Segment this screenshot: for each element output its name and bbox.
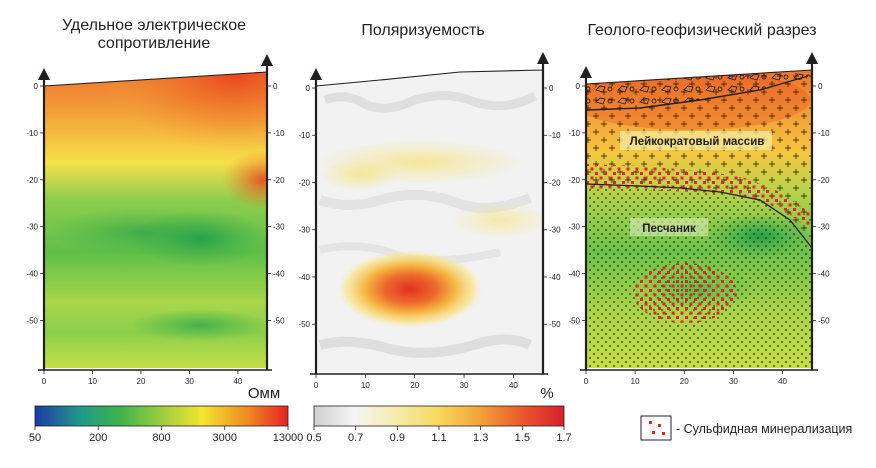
polarizability-ytick-label-right: -20 [549, 178, 561, 187]
resistivity-colorbar-label: 50 [29, 432, 41, 444]
geo-ytick-label-left: -20 [568, 176, 580, 185]
title-resistivity-line2: сопротивление [98, 35, 211, 52]
geo-ytick-label-right: -10 [818, 129, 830, 138]
polarizability-xtick-label: 20 [410, 381, 419, 390]
geo-ytick-label-left: -30 [568, 223, 580, 232]
resistivity-ytick-label-left: -10 [26, 129, 38, 138]
polarizability-colorbar-label: 1.1 [431, 432, 446, 444]
resistivity-colorbar-label: 800 [152, 432, 170, 444]
geo-xtick-label: 0 [584, 377, 589, 386]
title-resistivity-line1: Удельное электрическое [62, 17, 246, 34]
geo-ytick-label-right: -40 [818, 270, 830, 279]
polarizability-ytick-label-right: -50 [549, 320, 561, 329]
geo-ytick-label-left: -40 [568, 270, 580, 279]
resistivity-ytick-label-right: -10 [273, 129, 285, 138]
geo-ytick-label-left: -50 [568, 316, 580, 325]
resistivity-ytick-label-right: -40 [273, 270, 285, 279]
polarizability-ytick-label-right: -10 [549, 131, 561, 140]
geo-xtick-label: 30 [729, 377, 738, 386]
label-sandstone: Песчаник [642, 223, 696, 235]
resistivity-colorbar-label: 200 [89, 432, 107, 444]
resistivity-ytick-label-right: -30 [273, 223, 285, 232]
geo-ticks: 0 0 -10 -10 -20 -20 -30 -30 -40 -40 -50 -50 0 10 20 30 4… [568, 82, 830, 386]
resistivity-xtick-label: 10 [88, 377, 97, 386]
geo-ytick-label-left: 0 [576, 82, 581, 91]
geo-ytick-label-right: -30 [818, 223, 830, 232]
resistivity-ytick-label-left: -40 [26, 270, 38, 279]
polarizability-colorbar-label: 0.7 [348, 432, 363, 444]
polarizability-ytick-label-left: -20 [298, 178, 310, 187]
label-massif: Лейкократовый массив [630, 136, 765, 148]
resistivity-colorbar: Омм 50 200 800 3000 13000 [29, 385, 303, 444]
resistivity-unit: Омм [248, 385, 280, 402]
geo-section: Лейкократовый массив Песчаник [580, 52, 818, 371]
resistivity-ticks: 0 0 -10 -10 -20 -20 -30 -30 -40 -40 -50 -50 0 10 20 30 4… [26, 82, 285, 386]
polarizability-ytick-label-left: -30 [298, 226, 310, 235]
polarizability-colorbar-label: 1.5 [515, 432, 530, 444]
resistivity-ytick-label-left: -30 [26, 223, 38, 232]
sulfide-legend-label: - Сульфидная минерализация [676, 422, 852, 436]
polarizability-heatmap [310, 52, 549, 375]
resistivity-xtick-label: 30 [185, 377, 194, 386]
resistivity-ytick-label-right: -20 [273, 176, 285, 185]
geo-xtick-label: 20 [680, 377, 689, 386]
polarizability-colorbar: % 0.5 0.7 0.9 1.1 1.3 1.5 1.7 [306, 385, 571, 444]
sulfide-legend: - Сульфидная минерализация [640, 415, 852, 441]
polarizability-ytick-label-left: -50 [298, 320, 310, 329]
geo-xtick-label: 10 [631, 377, 640, 386]
polarizability-xtick-label: 30 [460, 381, 469, 390]
resistivity-ytick-label-left: 0 [34, 82, 39, 91]
polarizability-xtick-label: 10 [361, 381, 370, 390]
geo-ytick-label-left: -10 [568, 129, 580, 138]
polarizability-colorbar-label: 0.9 [390, 432, 405, 444]
polarizability-unit: % [540, 385, 553, 402]
polarizability-colorbar-label: 0.5 [306, 432, 321, 444]
resistivity-ytick-label-right: -50 [273, 316, 285, 325]
resistivity-colorbar-label: 3000 [213, 432, 237, 444]
resistivity-xtick-label: 20 [137, 377, 146, 386]
polarizability-ytick-label-right: -40 [549, 273, 561, 282]
sulfide-swatch [640, 415, 672, 441]
title-polarizability: Поляризуемость [361, 22, 484, 39]
resistivity-heatmap [38, 54, 273, 371]
polarizability-ytick-label-right: -30 [549, 226, 561, 235]
resistivity-colorbar-label: 13000 [273, 432, 304, 444]
polarizability-ytick-label-left: -40 [298, 273, 310, 282]
geo-ytick-label-right: 0 [818, 82, 823, 91]
polarizability-xtick-label: 40 [509, 381, 518, 390]
resistivity-xtick-label: 0 [42, 377, 47, 386]
polarizability-colorbar-label: 1.3 [473, 432, 488, 444]
title-geo-section: Геолого-геофизический разрез [587, 22, 816, 39]
polarizability-ytick-label-left: 0 [306, 84, 311, 93]
resistivity-ytick-label-left: -20 [26, 176, 38, 185]
geo-ytick-label-right: -50 [818, 316, 830, 325]
polarizability-ticks: 0 0 -10 -10 -20 -20 -30 -30 -40 -40 -50 -50 0 10 20 30 4… [298, 84, 561, 390]
polarizability-xtick-label: 0 [314, 381, 319, 390]
resistivity-ytick-label-right: 0 [273, 82, 278, 91]
geo-xtick-label: 40 [778, 377, 787, 386]
geo-ytick-label-right: -20 [818, 176, 830, 185]
polarizability-colorbar-label: 1.7 [556, 432, 571, 444]
polarizability-ytick-label-left: -10 [298, 131, 310, 140]
polarizability-ytick-label-right: 0 [549, 84, 554, 93]
resistivity-ytick-label-left: -50 [26, 316, 38, 325]
resistivity-xtick-label: 40 [233, 377, 242, 386]
